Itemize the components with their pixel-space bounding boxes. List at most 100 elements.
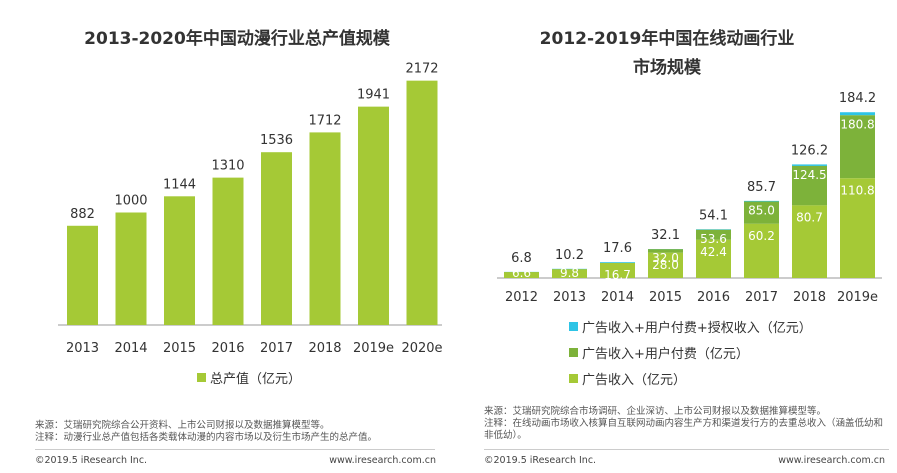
right-website: www.iresearch.com.cn — [778, 455, 885, 466]
left-chart-svg: 2013-2020年中国动漫行业总产值规模 882 2013 1000 2014 114… — [58, 28, 443, 356]
right-bar-mid-2018 — [792, 165, 827, 206]
right-tick-label-2019e: 2019e — [837, 290, 878, 305]
right-bar-base-2019e — [840, 178, 875, 278]
right-bar-top-2014 — [600, 262, 635, 263]
right-tick-label-2018: 2018 — [793, 290, 826, 305]
left-bars-group: 882 2013 1000 2014 1144 2015 1310 2016 1536 2017 1… — [66, 62, 443, 356]
right-chart-title-line2: 市场规模 — [633, 57, 702, 78]
right-base-label-2013: 9.8 — [560, 266, 579, 280]
right-mid-label-2018: 124.5 — [792, 168, 826, 182]
right-chart-panel: 2012-2019年中国在线动画行业 市场规模 6.8 6.6 2012 10.2 9.… — [449, 0, 897, 473]
left-note-text: 注释：动漫行业总产值包括各类载体动漫的内容市场以及衍生市场产生的总产值。 — [35, 432, 378, 443]
left-source-note: 来源：艾瑞研究院综合公开资料、上市公司财报以及数据推算模型等。 — [35, 420, 330, 431]
right-total-label-2019e: 184.2 — [839, 91, 876, 106]
left-data-label-2014: 1000 — [114, 194, 147, 209]
right-total-label-2014: 17.6 — [603, 241, 632, 256]
right-chart-svg: 2012-2019年中国在线动画行业 市场规模 6.86.6 2012 10.2 9.… — [497, 28, 882, 305]
right-bar-top-2018 — [792, 164, 827, 166]
right-base-label-2012: 6.6 — [512, 266, 531, 280]
left-footer-divider — [35, 449, 435, 450]
right-copyright: ©2019.5 iResearch Inc. — [484, 455, 597, 466]
right-total-label-2012: 6.8 — [511, 251, 532, 266]
right-legend-item-3: 广告收入（亿元） — [569, 369, 686, 388]
left-bar-2014 — [115, 212, 147, 325]
right-base-label-2018: 80.7 — [796, 210, 823, 224]
right-bar-top-2016 — [696, 229, 731, 231]
right-total-label-2016: 54.1 — [699, 208, 728, 223]
right-tick-label-2015: 2015 — [649, 290, 682, 305]
right-notes: 来源：艾瑞研究院综合市场调研、企业深访、上市公司财报以及数据推算模型等。 注释：… — [484, 406, 889, 442]
right-bar-base-2017 — [744, 223, 779, 278]
right-bar-base-2015 — [648, 252, 683, 278]
right-bar-top-2017 — [744, 200, 779, 202]
right-total-label-2013: 10.2 — [555, 248, 584, 263]
left-data-label-2017: 1536 — [260, 133, 293, 148]
left-tick-label-2018: 2018 — [308, 341, 341, 356]
left-data-label-2019e: 1941 — [357, 88, 390, 103]
right-legend-swatch-2 — [569, 348, 578, 357]
left-data-label-2020e: 2172 — [405, 62, 438, 77]
left-tick-label-2013: 2013 — [66, 341, 99, 356]
right-mid-label-2015: 32.0 — [652, 251, 679, 265]
right-tick-label-2013: 2013 — [553, 290, 586, 305]
right-bar-mid-2015 — [648, 249, 683, 253]
right-legend-item-1: 广告收入+用户付费+授权收入（亿元） — [569, 317, 812, 336]
left-notes: 来源：艾瑞研究院综合公开资料、上市公司财报以及数据推算模型等。 注释：动漫行业总… — [35, 420, 435, 444]
left-data-label-2018: 1712 — [308, 113, 341, 128]
right-base-label-2019e: 110.8 — [840, 183, 874, 197]
right-legend-label-2: 广告收入+用户付费（亿元） — [582, 347, 749, 362]
right-bar-base-2012 — [504, 272, 539, 278]
right-bar-mid-2016 — [696, 229, 731, 240]
left-tick-label-2019e: 2019e — [353, 341, 394, 356]
right-base-label-2016: 42.4 — [700, 245, 727, 259]
left-bar-2015 — [164, 196, 195, 325]
left-bar-2018 — [309, 132, 341, 325]
right-total-label-2018: 126.2 — [791, 143, 828, 158]
right-source-note: 来源：艾瑞研究院综合市场调研、企业深访、上市公司财报以及数据推算模型等。 — [484, 406, 827, 417]
left-tick-label-2020e: 2020e — [401, 341, 442, 356]
right-total-label-2017: 85.7 — [747, 180, 776, 195]
right-tick-label-2012: 2012 — [505, 290, 538, 305]
left-legend-swatch — [197, 373, 206, 382]
right-total-label-2015: 32.1 — [651, 228, 680, 243]
left-data-label-2015: 1144 — [163, 177, 196, 192]
left-tick-label-2015: 2015 — [163, 341, 196, 356]
left-tick-label-2016: 2016 — [211, 341, 244, 356]
right-bar-base-2013 — [552, 269, 587, 278]
right-tick-label-2014: 2014 — [601, 290, 634, 305]
left-copyright: ©2019.5 iResearch Inc. — [35, 455, 148, 466]
right-legend-label-3: 广告收入（亿元） — [582, 373, 687, 388]
left-legend-label: 总产值（亿元） — [210, 372, 302, 387]
right-bar-base-2018 — [792, 205, 827, 278]
left-bar-2016 — [212, 177, 244, 325]
left-data-label-2013: 882 — [70, 207, 95, 222]
left-data-label-2016: 1310 — [211, 159, 244, 174]
right-tick-label-2017: 2017 — [745, 290, 778, 305]
right-tick-label-2016: 2016 — [697, 290, 730, 305]
right-note-text: 注释：在线动画市场收入核算自互联网动画内容生产方和渠道发行方的去重总收入（涵盖低… — [484, 418, 884, 441]
right-legend-label-1: 广告收入+用户付费+授权收入（亿元） — [582, 321, 812, 336]
right-legend-item-2: 广告收入+用户付费（亿元） — [569, 343, 749, 362]
left-chart-panel: 2013-2020年中国动漫行业总产值规模 882 2013 1000 2014 114… — [0, 0, 448, 473]
left-bar-2017 — [261, 152, 292, 325]
left-legend: 总产值（亿元） — [197, 368, 301, 387]
right-mid-label-2016: 53.6 — [700, 232, 727, 246]
right-bar-base-2016 — [696, 239, 731, 278]
left-website: www.iresearch.com.cn — [329, 455, 436, 466]
right-base-label-2017: 60.2 — [748, 229, 775, 243]
left-tick-label-2017: 2017 — [260, 341, 293, 356]
right-legend-swatch-3 — [569, 374, 578, 383]
right-legend-swatch-1 — [569, 322, 578, 331]
right-chart-title-line1: 2012-2019年中国在线动画行业 — [540, 28, 795, 49]
left-chart-title: 2013-2020年中国动漫行业总产值规模 — [84, 28, 391, 49]
left-bar-2013 — [67, 225, 98, 325]
right-mid-label-2019e: 180.8 — [840, 117, 874, 131]
right-bar-mid-2019e — [840, 115, 875, 179]
right-footer-divider — [484, 449, 889, 450]
right-bar-top-2019e — [840, 112, 875, 116]
left-tick-label-2014: 2014 — [114, 341, 147, 356]
right-bars-group: 6.86.6 2012 10.2 9.8 2013 17.6 16.7 2014 32.1 28.… — [504, 91, 878, 305]
right-mid-label-2017: 85.0 — [748, 204, 775, 218]
right-bar-mid-2017 — [744, 201, 779, 224]
right-base-label-2015: 28.0 — [652, 258, 679, 272]
